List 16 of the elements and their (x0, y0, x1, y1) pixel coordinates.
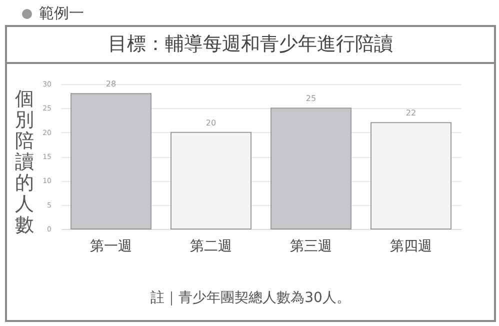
text: 註｜青少年團契總人數為30人。 (150, 289, 352, 307)
x-tick-label: 第一週 (90, 238, 132, 254)
x-tick-label: 第三週 (290, 238, 332, 254)
data-label: 20 (206, 118, 216, 128)
bar (370, 122, 452, 230)
bar (170, 132, 252, 230)
bar (70, 93, 152, 230)
data-label: 22 (406, 108, 416, 118)
y-axis-title: 個別陪讀的人數 (15, 88, 34, 236)
x-tick-label: 第四週 (390, 238, 432, 254)
bar (270, 108, 352, 230)
text: 範例一 (39, 4, 84, 23)
data-label: 28 (106, 80, 116, 89)
data-label: 25 (306, 94, 316, 104)
x-tick-label: 第二週 (190, 238, 232, 254)
chart-title: 目標：輔導每週和青少年進行陪讀 (7, 27, 494, 64)
